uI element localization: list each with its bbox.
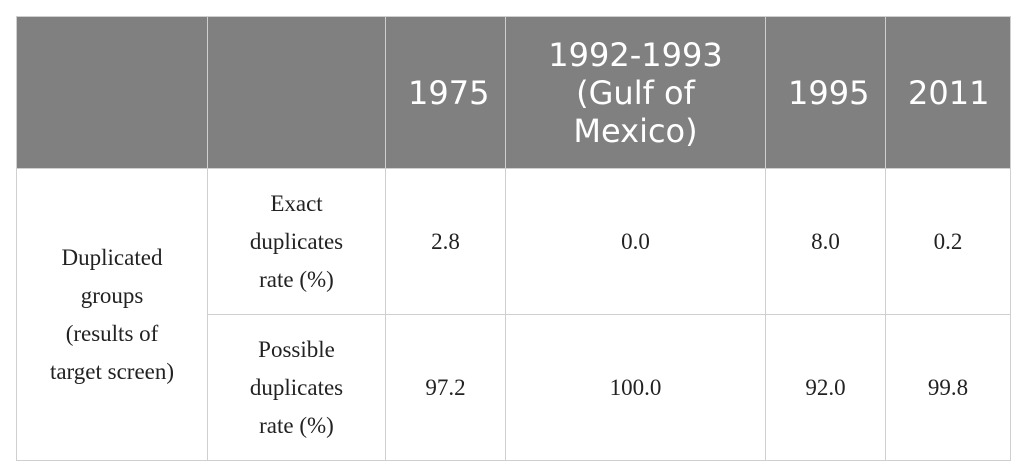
value-cell: 2.8	[385, 168, 506, 315]
row-label: Possible duplicates rate (%)	[207, 314, 386, 461]
column-header: 1995	[765, 16, 886, 169]
header-cell	[16, 16, 208, 169]
row-label: Exact duplicates rate (%)	[207, 168, 386, 315]
value-cell: 8.0	[765, 168, 886, 315]
value-cell: 100.0	[505, 314, 766, 461]
value-cell: 99.8	[885, 314, 1011, 461]
value-cell: 97.2	[385, 314, 506, 461]
table-row: Possible duplicates rate (%) 97.2 100.0 92.…	[17, 314, 1011, 461]
column-header: 1992-1993 (Gulf of Mexico)	[505, 16, 766, 169]
column-header: 1975	[385, 16, 506, 169]
header-cell	[207, 16, 386, 169]
data-table: 1975 1992-1993 (Gulf of Mexico) 1995 2011 D…	[16, 16, 1011, 461]
header-row: 1975 1992-1993 (Gulf of Mexico) 1995 2011	[16, 16, 1011, 169]
value-cell: 0.0	[505, 168, 766, 315]
column-header: 2011	[885, 16, 1011, 169]
group-label: Duplicated groups (results of target scr…	[16, 168, 208, 461]
value-cell: 0.2	[885, 168, 1011, 315]
value-cell: 92.0	[765, 314, 886, 461]
table-row: Duplicated groups (results of target scr…	[16, 168, 1011, 461]
